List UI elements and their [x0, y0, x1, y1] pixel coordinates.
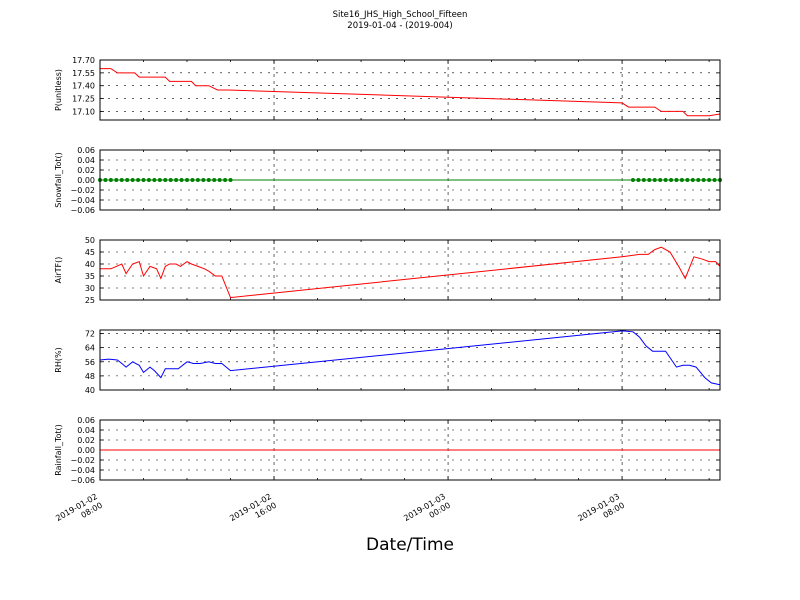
- y-axis-label: AirTF(): [54, 257, 63, 284]
- series-line: [99, 330, 721, 386]
- data-point: [674, 178, 679, 182]
- y-tick-label: 0.06: [77, 146, 95, 155]
- title-block: Site16_JHS_High_School_Fifteen 2019-01-0…: [0, 10, 800, 32]
- x-axis-label: Date/Time: [366, 535, 454, 555]
- plot-frame: [99, 149, 721, 211]
- data-point: [223, 178, 228, 182]
- y-tick-label: 25: [85, 296, 95, 305]
- data-point: [630, 178, 635, 182]
- y-tick-label: 0.04: [77, 156, 95, 165]
- data-point: [641, 178, 646, 182]
- y-axis-label: Snowfall_Tot(): [54, 152, 63, 208]
- data-point: [141, 178, 146, 182]
- y-tick-label: 17.70: [72, 56, 95, 65]
- data-point: [696, 178, 701, 182]
- data-point: [701, 178, 706, 182]
- series-line: [100, 68, 721, 117]
- y-tick-label: 17.10: [72, 107, 95, 116]
- y-tick-label: 0.00: [77, 176, 95, 185]
- chart-subtitle: 2019-01-04 - (2019-004): [347, 21, 453, 31]
- data-point: [174, 178, 179, 182]
- plot-frame: [99, 419, 721, 481]
- data-point: [125, 178, 130, 182]
- data-point: [130, 178, 135, 182]
- data-point: [212, 178, 217, 182]
- x-tick-label: 2019-01-0308:00: [576, 492, 626, 532]
- y-tick-label: 72: [85, 330, 95, 339]
- data-point: [206, 178, 211, 182]
- panel-3: 72 64 56 48 40 RH(%): [54, 329, 721, 395]
- y-tick-label: 35: [85, 272, 95, 281]
- data-point: [663, 178, 668, 182]
- data-point: [119, 178, 124, 182]
- y-tick-label: 17.25: [72, 95, 95, 104]
- y-tick-label: −0.06: [70, 206, 95, 215]
- data-point: [108, 178, 113, 182]
- data-point: [685, 178, 690, 182]
- y-tick-label: 17.40: [72, 82, 95, 91]
- data-point: [669, 178, 674, 182]
- data-point: [658, 178, 663, 182]
- y-tick-label: 48: [85, 372, 95, 381]
- data-point: [136, 178, 141, 182]
- panel-0: 17.70 17.55 17.40 17.25 17.10 P(unitless): [54, 56, 721, 121]
- data-point: [652, 178, 657, 182]
- data-point: [217, 178, 222, 182]
- x-tick-label: 2019-01-0300:00: [402, 492, 452, 532]
- data-point: [114, 178, 119, 182]
- data-point: [146, 178, 151, 182]
- y-tick-label: 0.02: [77, 166, 95, 175]
- y-tick-label: 30: [85, 284, 95, 293]
- data-point: [201, 178, 206, 182]
- panel-4: 0.060.040.020.00−0.02−0.04−0.06 Rainfall_…: [54, 416, 721, 485]
- data-point: [636, 178, 641, 182]
- plot-frame: [99, 239, 721, 301]
- data-point: [190, 178, 195, 182]
- y-tick-label: −0.06: [70, 476, 95, 485]
- y-tick-label: −0.02: [70, 456, 95, 465]
- data-point: [712, 178, 717, 182]
- data-point: [679, 178, 684, 182]
- y-tick-label: −0.04: [70, 196, 95, 205]
- data-point: [152, 178, 157, 182]
- y-axis-label: RH(%): [54, 347, 63, 372]
- x-tick-label: 2019-01-0208:00: [54, 492, 104, 532]
- data-point: [647, 178, 652, 182]
- data-point: [195, 178, 200, 182]
- data-point: [103, 178, 108, 182]
- data-point: [185, 178, 190, 182]
- data-point: [168, 178, 173, 182]
- series-line: [100, 246, 721, 299]
- y-tick-label: −0.04: [70, 466, 95, 475]
- data-point: [179, 178, 184, 182]
- panel-1: 0.060.040.020.00−0.02−0.04−0.06 Snowfall_…: [54, 146, 722, 215]
- y-tick-label: 56: [85, 358, 95, 367]
- y-tick-label: 40: [85, 386, 95, 395]
- y-tick-label: 64: [85, 344, 95, 353]
- plot-frame: [99, 329, 721, 391]
- y-tick-label: 0.02: [77, 436, 95, 445]
- data-point: [228, 178, 233, 182]
- chart-title: Site16_JHS_High_School_Fifteen: [332, 10, 468, 20]
- y-tick-label: 17.55: [72, 69, 95, 78]
- panel-2: 50 45 40 35 30 25 AirTF(): [54, 236, 721, 305]
- plot-frame: [99, 59, 721, 121]
- y-tick-label: 40: [85, 260, 95, 269]
- y-axis-label: Rainfall_Tot(): [54, 424, 63, 476]
- x-tick-label: 2019-01-0216:00: [228, 492, 278, 532]
- data-point: [690, 178, 695, 182]
- y-tick-label: −0.02: [70, 186, 95, 195]
- y-tick-label: 0.06: [77, 416, 95, 425]
- y-tick-label: 0.04: [77, 426, 95, 435]
- y-tick-label: 0.00: [77, 446, 95, 455]
- data-point: [157, 178, 162, 182]
- y-tick-label: 50: [85, 236, 95, 245]
- y-axis-label: P(unitless): [54, 69, 63, 111]
- y-tick-label: 45: [85, 248, 95, 257]
- data-point: [707, 178, 712, 182]
- data-point: [163, 178, 168, 182]
